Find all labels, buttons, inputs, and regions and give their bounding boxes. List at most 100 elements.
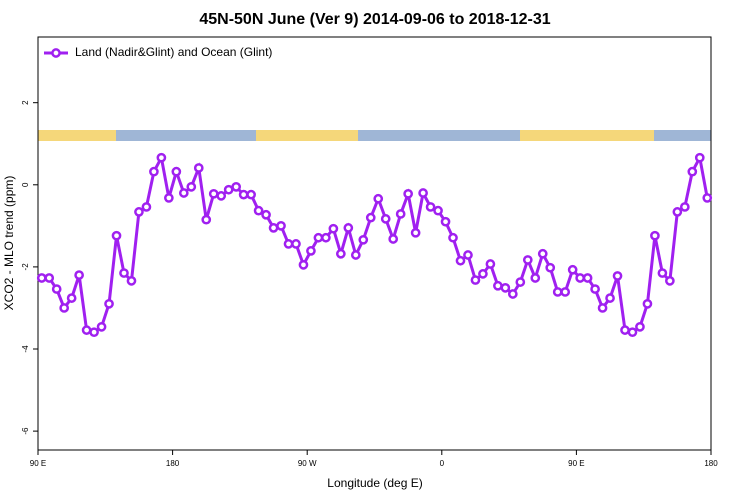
data-point (298, 259, 309, 270)
data-point (313, 232, 324, 243)
data-point (171, 166, 182, 177)
data-point (515, 277, 526, 287)
x-axis-label: Longitude (deg E) (327, 476, 422, 490)
data-point (193, 163, 204, 173)
y-tick-label: 0 (21, 182, 30, 187)
data-point (89, 327, 99, 338)
x-tick-label: 90 E (568, 459, 584, 468)
data-point (111, 230, 122, 241)
data-point (672, 207, 683, 217)
data-point (522, 255, 533, 265)
data-point (44, 273, 55, 283)
data-point (126, 276, 137, 286)
data-point (620, 325, 630, 335)
data-point (36, 273, 47, 283)
data-point (119, 268, 129, 278)
data-point (238, 189, 249, 200)
data-point (702, 193, 713, 203)
data-point (246, 189, 256, 200)
data-point (358, 234, 369, 245)
data-point (201, 214, 212, 225)
data-point (283, 239, 294, 249)
data-point (164, 193, 174, 203)
data-point (365, 212, 376, 223)
data-point (134, 207, 144, 217)
series-line (41, 153, 709, 334)
x-tick-label: 180 (704, 459, 718, 468)
data-point (567, 264, 578, 275)
data-point (253, 205, 264, 216)
data-point (470, 275, 481, 285)
chart-title: 45N-50N June (Ver 9) 2014-09-06 to 2018-… (199, 11, 550, 28)
data-point (418, 188, 428, 198)
data-point (59, 303, 70, 313)
data-point (343, 223, 354, 233)
data-point (665, 276, 675, 286)
y-tick-label: -2 (21, 263, 30, 271)
data-point (530, 273, 541, 283)
data-point (410, 227, 421, 238)
data-point (321, 232, 331, 243)
data-point (440, 216, 451, 227)
data-point (597, 303, 608, 313)
data-point (276, 220, 286, 231)
data-point (208, 188, 219, 199)
y-axis-label: XCO2 - MLO trend (ppm) (2, 176, 16, 311)
data-point (642, 298, 653, 309)
data-point (560, 287, 571, 297)
data-point (605, 293, 615, 303)
data-point (612, 271, 623, 281)
data-point (104, 298, 114, 309)
data-point (687, 166, 698, 177)
data-point (186, 181, 197, 192)
x-tick-label: 0 (440, 459, 445, 468)
y-tick-label: -4 (21, 345, 30, 353)
data-point (493, 280, 503, 291)
data-point (590, 284, 600, 294)
data-point (149, 166, 159, 177)
data-point (657, 268, 668, 278)
data-point (582, 273, 593, 283)
legend-marker (51, 48, 61, 58)
data-point (231, 181, 242, 192)
data-point (156, 152, 167, 163)
data-point (141, 202, 152, 212)
legend-label: Land (Nadir&Glint) and Ocean (Glint) (75, 45, 272, 59)
data-point (448, 232, 458, 243)
data-point (81, 325, 92, 335)
data-point (388, 234, 399, 244)
data-point (261, 209, 271, 220)
data-point (336, 248, 346, 259)
data-point (51, 284, 62, 294)
data-point (425, 202, 436, 212)
data-point (627, 327, 638, 338)
x-tick-label: 90 E (30, 459, 46, 468)
data-point (74, 270, 84, 280)
y-tick-label: 2 (21, 100, 30, 105)
x-tick-label: 90 W (298, 459, 317, 468)
data-point (216, 191, 227, 201)
data-point (380, 214, 391, 224)
data-point (328, 223, 339, 234)
data-point (223, 184, 234, 195)
data-point (500, 282, 511, 293)
data-point (650, 230, 660, 241)
data-point (455, 255, 466, 266)
data-point (694, 152, 705, 163)
data-point (433, 205, 443, 216)
data-point (679, 202, 690, 212)
data-point (268, 223, 279, 233)
y-tick-label: -6 (21, 427, 30, 435)
data-point (478, 269, 488, 279)
data-point (395, 209, 406, 219)
data-point (403, 188, 413, 199)
map-strip (38, 130, 711, 141)
data-point (66, 293, 77, 303)
data-point (373, 193, 384, 204)
data-point (96, 321, 107, 332)
data-point (306, 246, 316, 256)
data-point (507, 289, 518, 299)
x-tick-label: 180 (166, 459, 180, 468)
plot-frame (37, 36, 712, 451)
